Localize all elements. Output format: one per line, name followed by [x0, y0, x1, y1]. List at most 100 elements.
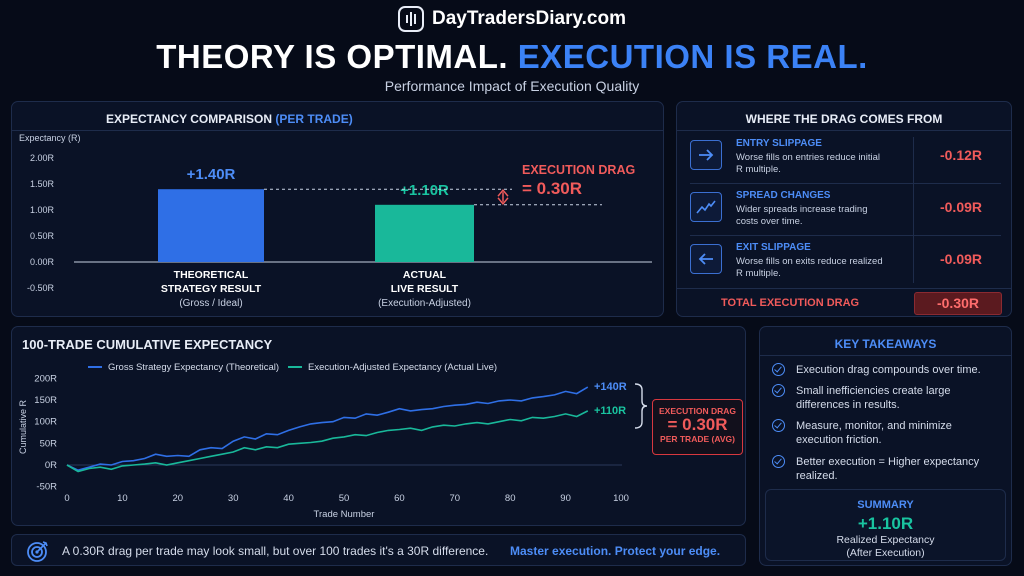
drag-item-value: -0.09R — [939, 251, 983, 267]
expectancy-panel: EXPECTANCY COMPARISON (PER TRADE) Expect… — [11, 101, 664, 317]
y-tick-label: -50R — [36, 482, 57, 493]
trend-line-icon — [690, 192, 722, 222]
drag-label: EXECUTION DRAG — [522, 163, 635, 177]
y-tick-label: 1.50R — [30, 179, 55, 189]
bar — [375, 204, 474, 262]
total-drag-label: TOTAL EXECUTION DRAG — [721, 297, 860, 309]
takeaway-text: Better execution = Higher expectancy rea… — [796, 456, 980, 482]
x-tick-label: 0 — [64, 493, 69, 504]
x-axis-label: Trade Number — [314, 509, 375, 520]
drag-item-spread-changes: SPREAD CHANGES Wider spreads increase tr… — [677, 184, 1011, 236]
execution-drag-callout: EXECUTION DRAG = 0.30R PER TRADE (AVG) — [652, 399, 743, 455]
total-drag-row: TOTAL EXECUTION DRAG -0.30R — [677, 288, 1011, 317]
x-tick-label: 10 — [117, 493, 128, 504]
y-tick-label: 200R — [34, 373, 57, 384]
y-tick-label: 2.00R — [30, 153, 55, 163]
category-note: (Gross / Ideal) — [179, 298, 242, 309]
drag-item-value: -0.12R — [939, 147, 983, 163]
category-label: THEORETICAL — [174, 269, 249, 281]
callout-line1: EXECUTION DRAG — [659, 406, 736, 416]
x-tick-label: 60 — [394, 493, 405, 504]
category-label: STRATEGY RESULT — [161, 283, 262, 295]
series-end-label: +140R — [594, 381, 627, 393]
headline-part2: EXECUTION IS REAL. — [517, 38, 868, 75]
expectancy-title-main: EXPECTANCY COMPARISON — [106, 112, 273, 126]
bar-value-label: +1.10R — [400, 182, 449, 199]
check-circle-icon — [772, 455, 785, 468]
drag-value: = 0.30R — [522, 179, 582, 198]
drag-item-desc: Worse fills on exits reduce realized R m… — [736, 256, 883, 279]
drag-item-entry-slippage: ENTRY SLIPPAGE Worse fills on entries re… — [677, 132, 1011, 184]
drag-item-title: EXIT SLIPPAGE — [736, 242, 811, 253]
category-note: (Execution-Adjusted) — [378, 298, 471, 309]
x-tick-label: 40 — [283, 493, 294, 504]
cumulative-title: 100-TRADE CUMULATIVE EXPECTANCY — [22, 337, 273, 352]
drag-item-value: -0.09R — [939, 199, 983, 215]
x-tick-label: 50 — [339, 493, 350, 504]
summary-label: SUMMARY — [857, 499, 914, 511]
category-label: ACTUAL — [403, 269, 447, 281]
logo-icon — [398, 6, 424, 32]
footer-banner: A 0.30R drag per trade may look small, b… — [11, 534, 746, 566]
y-tick-label: -0.50R — [27, 283, 55, 293]
legend-label: Gross Strategy Expectancy (Theoretical) — [108, 362, 279, 373]
bracket — [634, 383, 648, 429]
target-icon — [27, 541, 48, 562]
takeaway-text: Small inefficiencies create large differ… — [796, 385, 951, 411]
drag-item-desc: Wider spreads increase trading costs ove… — [736, 204, 868, 227]
takeaways-panel: KEY TAKEAWAYS Execution drag compounds o… — [759, 326, 1012, 566]
drag-item-title: ENTRY SLIPPAGE — [736, 138, 822, 149]
drag-item-desc: Worse fills on entries reduce initial R … — [736, 152, 880, 175]
check-circle-icon — [772, 384, 785, 397]
summary-box: SUMMARY +1.10R Realized Expectancy (Afte… — [765, 489, 1006, 561]
page-title: THEORY IS OPTIMAL. EXECUTION IS REAL. — [0, 38, 1024, 76]
takeaway-text: Execution drag compounds over time. — [796, 364, 981, 376]
check-circle-icon — [772, 419, 785, 432]
y-tick-label: 0.00R — [30, 257, 55, 267]
x-tick-label: 90 — [560, 493, 571, 504]
arrow-left-icon — [690, 244, 722, 274]
drag-item-exit-slippage: EXIT SLIPPAGE Worse fills on exits reduc… — [677, 236, 1011, 288]
callout-line3: PER TRADE (AVG) — [660, 434, 735, 444]
summary-desc2: (After Execution) — [846, 547, 925, 559]
series-end-label: +110R — [594, 405, 626, 417]
expectancy-title: EXPECTANCY COMPARISON (PER TRADE) — [106, 112, 353, 126]
footer-text: A 0.30R drag per trade may look small, b… — [62, 544, 489, 558]
y-tick-label: 0.50R — [30, 231, 55, 241]
page-subtitle: Performance Impact of Execution Quality — [384, 78, 640, 94]
x-tick-label: 80 — [505, 493, 516, 504]
x-tick-label: 70 — [450, 493, 461, 504]
expectancy-title-accent: (PER TRADE) — [275, 112, 353, 126]
y-axis-label: Cumulative R — [18, 399, 28, 454]
footer-accent: Master execution. Protect your edge. — [510, 544, 721, 558]
series-line — [66, 410, 589, 473]
y-tick-label: 150R — [34, 395, 57, 406]
y-tick-label: 50R — [40, 438, 58, 449]
callout-line2: = 0.30R — [667, 415, 728, 434]
y-tick-label: 100R — [34, 417, 57, 428]
headline-part1: THEORY IS OPTIMAL. — [156, 38, 509, 75]
x-tick-label: 30 — [228, 493, 239, 504]
x-tick-label: 100 — [613, 493, 629, 504]
x-tick-label: 20 — [173, 493, 184, 504]
arrow-right-icon — [690, 140, 722, 170]
drag-arrow-heads — [497, 189, 509, 205]
takeaway-text: Measure, monitor, and minimize execution… — [796, 420, 952, 446]
brand: DayTradersDiary.com — [0, 6, 1024, 32]
cumulative-panel: 100-TRADE CUMULATIVE EXPECTANCY Gross St… — [11, 326, 746, 526]
y-axis-label: Expectancy (R) — [19, 133, 81, 143]
legend-label: Execution-Adjusted Expectancy (Actual Li… — [308, 362, 497, 373]
expectancy-bar-chart: Expectancy (R) 2.00R 1.50R 1.00R 0.50R 0.00R -… — [19, 133, 652, 309]
y-tick-label: 0R — [45, 460, 57, 471]
summary-value: +1.10R — [857, 514, 914, 533]
total-drag-value: -0.30R — [914, 292, 1002, 315]
drag-panel-title: WHERE THE DRAG COMES FROM — [745, 112, 943, 126]
bar-value-label: +1.40R — [187, 166, 236, 183]
check-circle-icon — [772, 363, 785, 376]
drag-item-title: SPREAD CHANGES — [736, 190, 831, 201]
cumulative-line-chart: Gross Strategy Expectancy (Theoretical) E… — [18, 362, 648, 520]
summary-desc1: Realized Expectancy — [836, 534, 935, 546]
y-tick-label: 1.00R — [30, 205, 55, 215]
takeaways-title: KEY TAKEAWAYS — [834, 337, 937, 351]
drag-sources-panel: WHERE THE DRAG COMES FROM ENTRY SLIPPAGE… — [676, 101, 1012, 317]
